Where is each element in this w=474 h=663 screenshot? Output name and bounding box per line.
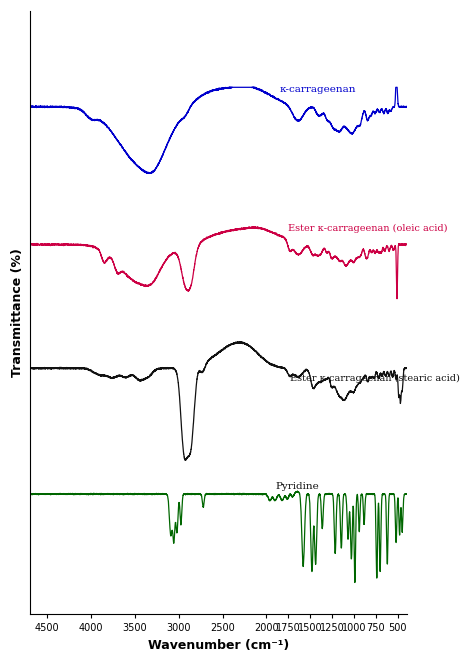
Text: Ester κ-carrageenan (stearic acid): Ester κ-carrageenan (stearic acid) xyxy=(290,374,460,383)
Text: κ-carrageenan: κ-carrageenan xyxy=(280,85,356,93)
Text: Pyridine: Pyridine xyxy=(275,482,319,491)
Y-axis label: Transmittance (%): Transmittance (%) xyxy=(11,248,24,377)
X-axis label: Wavenumber (cm⁻¹): Wavenumber (cm⁻¹) xyxy=(147,639,289,652)
Text: Ester κ-carrageenan (oleic acid): Ester κ-carrageenan (oleic acid) xyxy=(288,224,448,233)
